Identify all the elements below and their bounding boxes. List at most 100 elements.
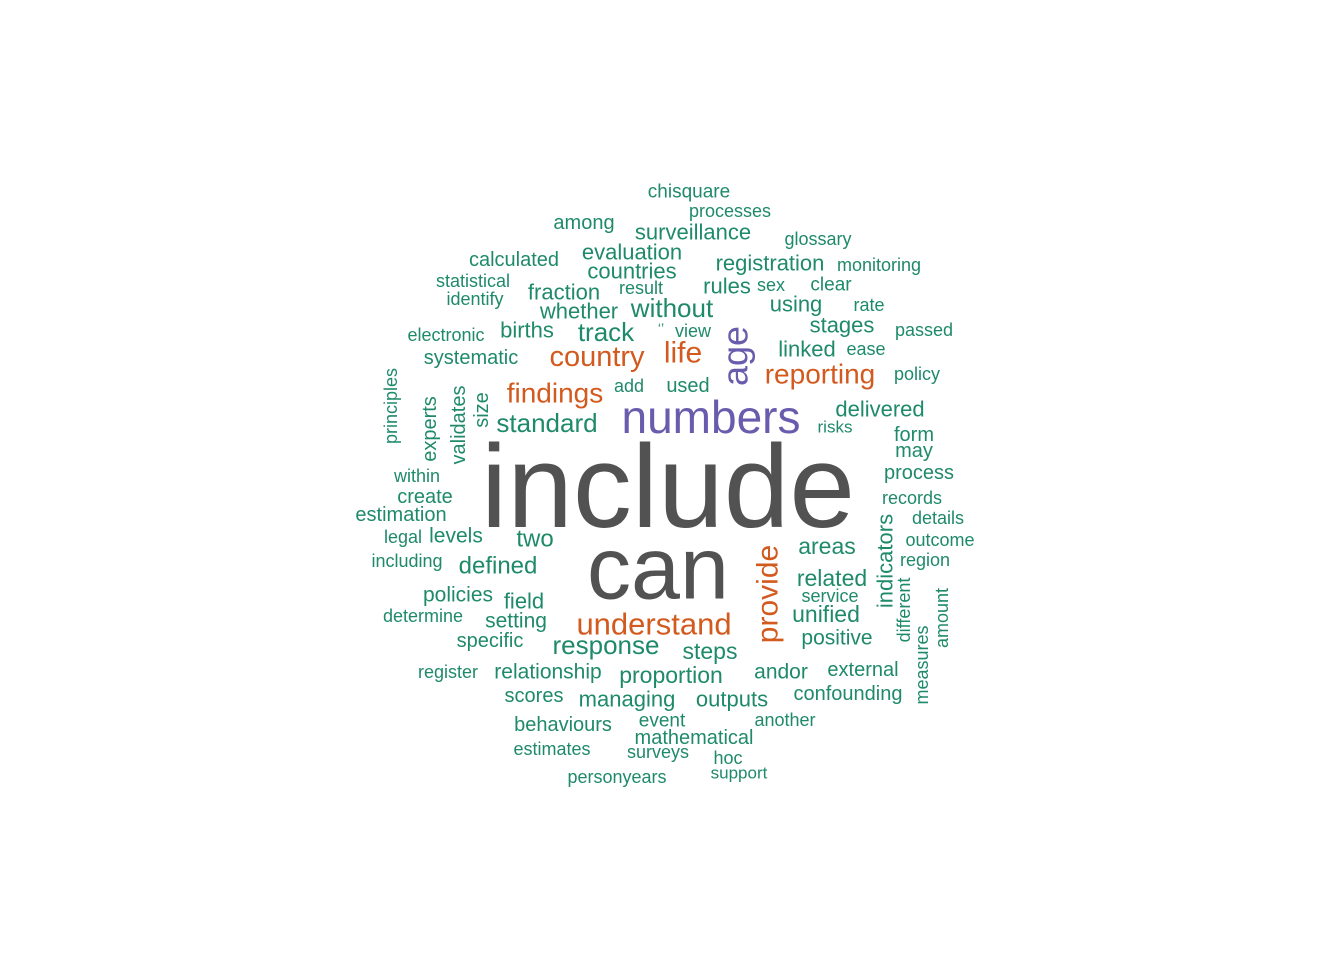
word-may: may [895, 440, 933, 462]
word-view: view [675, 321, 712, 341]
word-delivered: delivered [835, 397, 924, 422]
word-using: using [770, 292, 823, 317]
word-form: form [894, 424, 934, 446]
word-electronic: electronic [407, 325, 484, 345]
word-linked: linked [778, 337, 835, 362]
word-setting: setting [485, 610, 547, 633]
word-include: include [481, 421, 855, 553]
word-among: among [553, 212, 614, 234]
word-whether: whether [539, 299, 618, 324]
word-track: track [578, 317, 635, 347]
word-outcome: outcome [905, 530, 974, 550]
word-including: including [371, 551, 442, 571]
word-births: births [500, 318, 554, 343]
word-unified: unified [792, 601, 860, 627]
word-behaviours: behaviours [514, 714, 612, 736]
word-provide: provide [752, 545, 785, 643]
word-proportion: proportion [619, 662, 723, 688]
word-areas: areas [798, 533, 856, 559]
word-managing: managing [579, 687, 676, 712]
word-monitoring: monitoring [837, 255, 921, 275]
word-defined: defined [459, 553, 538, 580]
word-details: details [912, 508, 964, 528]
word-another: another [754, 710, 815, 730]
word-result: result [619, 278, 663, 298]
word-event: event [639, 711, 686, 732]
word-positive: positive [801, 627, 872, 650]
word-levels: levels [429, 525, 483, 548]
word-add: add [614, 376, 644, 396]
word-without: without [630, 293, 714, 323]
word-field: field [504, 589, 544, 614]
word-findings: findings [507, 378, 604, 409]
word-determine: determine [383, 606, 463, 626]
word-reporting: reporting [765, 359, 876, 390]
word-personyears: personyears [567, 767, 666, 787]
word-used: used [666, 375, 709, 397]
word-size: size [471, 392, 493, 428]
word-glossary: glossary [784, 229, 851, 249]
word-passed: passed [895, 320, 953, 340]
word-support: support [711, 764, 768, 783]
word-service: service [801, 586, 858, 606]
word-steps: steps [683, 638, 738, 664]
word-response: response [553, 630, 660, 660]
word-validates: validates [448, 386, 470, 465]
word-external: external [827, 659, 898, 681]
word-understand: understand [576, 607, 731, 642]
word-andor: andor [754, 661, 808, 684]
word-rate: rate [853, 295, 884, 315]
word-clear: clear [810, 275, 852, 296]
word-surveillance: surveillance [635, 220, 751, 245]
word-processes: processes [689, 201, 771, 221]
word-identify: identify [446, 289, 503, 309]
word-systematic: systematic [424, 347, 518, 369]
word-age: age [715, 326, 756, 386]
word-process: process [884, 462, 954, 484]
word-statistical: statistical [436, 271, 510, 291]
word-risks: risks [818, 418, 853, 437]
word-numbers: numbers [622, 391, 801, 443]
word-rules: rules [703, 274, 751, 299]
word-create: create [397, 486, 453, 508]
word-sex: sex [757, 275, 785, 295]
word-fraction: fraction [528, 280, 600, 305]
word-calculated: calculated [469, 249, 559, 271]
word-policies: policies [423, 584, 493, 607]
word-mathematical: mathematical [635, 727, 754, 749]
word-can: can [587, 519, 729, 618]
word-relationship: relationship [494, 661, 601, 684]
word-records: records [882, 488, 942, 508]
word-register: register [418, 662, 478, 682]
word-experts: experts [419, 396, 441, 462]
word-indicators: indicators [873, 514, 898, 608]
word-legal: legal [384, 527, 422, 547]
word-standard: standard [496, 408, 597, 438]
word-estimates: estimates [513, 739, 590, 759]
word-within: within [393, 466, 440, 486]
word-registration: registration [716, 251, 825, 276]
word-related: related [797, 565, 867, 591]
word-different: different [894, 578, 914, 643]
word-two: two [516, 526, 553, 553]
word-stages: stages [810, 313, 875, 338]
word-principles: principles [381, 368, 401, 444]
word-life: life [664, 337, 702, 370]
word-estimation: estimation [355, 504, 446, 526]
word-policy: policy [894, 364, 940, 384]
word-countries: countries [587, 259, 676, 284]
word-amount: amount [932, 588, 952, 648]
word-outputs: outputs [696, 687, 768, 712]
word-specific: specific [457, 630, 524, 652]
word-region: region [900, 550, 950, 570]
word-surveys: surveys [627, 742, 689, 762]
word-ease: ease [846, 339, 885, 359]
word-measures: measures [912, 625, 932, 704]
word-scores: scores [505, 685, 564, 707]
word-quote-mark: ‘’ [658, 320, 664, 336]
word-chisquare: chisquare [648, 182, 730, 203]
word-confounding: confounding [794, 683, 903, 705]
word-hoc: hoc [713, 748, 742, 768]
word-evaluation: evaluation [582, 240, 682, 265]
